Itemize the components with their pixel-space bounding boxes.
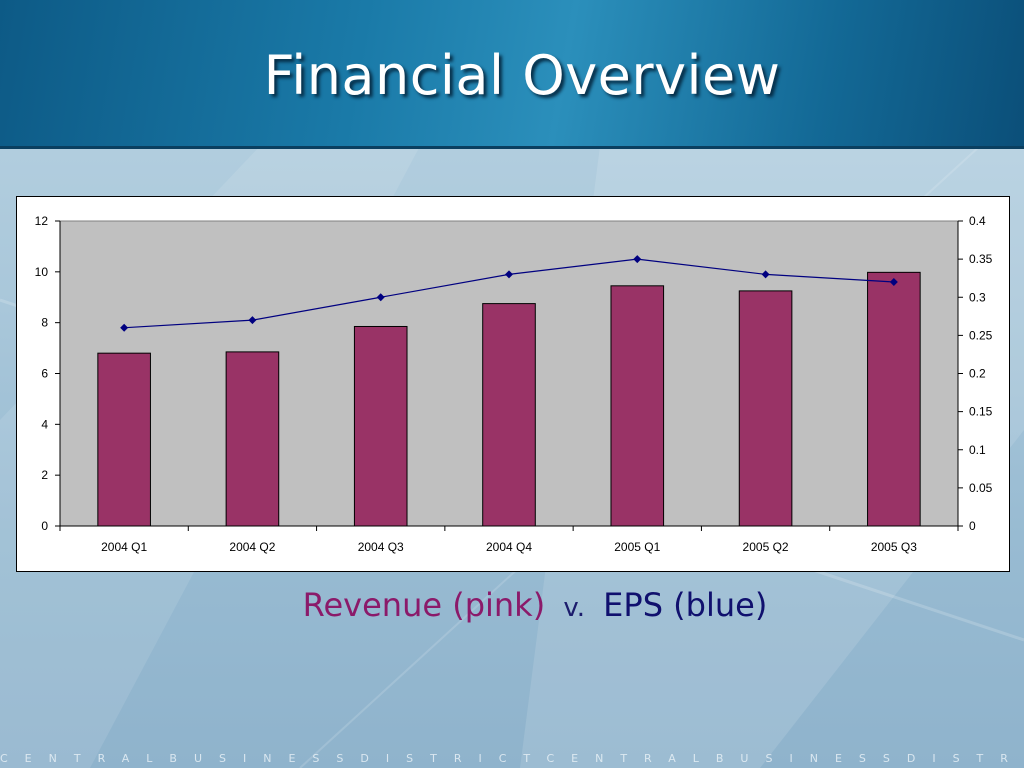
revenue-bar <box>225 351 280 527</box>
x-tick-label: 2005 Q1 <box>614 540 660 554</box>
x-tick-label: 2005 Q3 <box>871 540 917 554</box>
y-tick-label-right: 0.05 <box>969 481 993 495</box>
y-tick-label-right: 0 <box>969 519 976 533</box>
y-tick-label-left: 12 <box>35 214 49 228</box>
chart-container: 0 2 4 6 8 10 12 0 0.05 0.1 0.15 0.2 0.25 0.3 0.35 0.4 20… <box>16 196 1010 572</box>
x-tick-label: 2005 Q2 <box>743 540 789 554</box>
eps-caption: EPS (blue) <box>603 586 768 624</box>
revenue-bar <box>610 285 665 527</box>
eps-point <box>505 270 513 279</box>
y-tick-label-right: 0.35 <box>969 252 993 266</box>
y-tick-label-right: 0.3 <box>969 290 986 304</box>
y-tick-label-right: 0.25 <box>969 328 993 342</box>
x-tick-label: 2004 Q3 <box>358 540 404 554</box>
revenue-caption: Revenue (pink) <box>302 586 546 624</box>
revenue-bar <box>97 352 151 527</box>
eps-point <box>761 270 770 279</box>
revenue-bar <box>353 325 408 527</box>
eps-point <box>376 293 385 302</box>
revenue-bar <box>738 290 793 527</box>
revenue-bar <box>482 303 536 527</box>
revenue-bar <box>867 271 921 527</box>
y-tick-label-left: 0 <box>41 519 48 533</box>
footer-watermark: CENTRALBUSINESSDISTRICTCENTRALBUSINESSDI… <box>0 752 1024 765</box>
eps-point <box>633 255 642 264</box>
y-tick-label-right: 0.2 <box>969 367 986 381</box>
y-tick-label-right: 0.1 <box>969 443 986 457</box>
eps-point <box>248 316 257 325</box>
y-tick-label-left: 4 <box>41 417 48 431</box>
x-tick-label: 2004 Q1 <box>101 540 147 554</box>
y-tick-label-left: 6 <box>41 367 48 381</box>
revenue-eps-chart: 0 2 4 6 8 10 12 0 0.05 0.1 0.15 0.2 0.25 0.3 0.35 0.4 20… <box>35 214 993 554</box>
x-tick-label: 2004 Q4 <box>486 540 532 554</box>
x-tick-label: 2004 Q2 <box>229 540 275 554</box>
y-tick-label-left: 2 <box>41 468 48 482</box>
chart-caption: Revenue (pink) v. EPS (blue) <box>0 586 1024 624</box>
versus-caption: v. <box>563 593 585 623</box>
y-tick-label-right: 0.15 <box>969 405 993 419</box>
eps-point <box>889 278 898 286</box>
slide-title: Financial Overview <box>263 44 781 107</box>
y-tick-label-left: 10 <box>35 265 49 279</box>
y-tick-label-right: 0.4 <box>969 214 986 228</box>
eps-point <box>120 323 129 332</box>
y-tick-label-left: 8 <box>41 316 48 330</box>
title-bar <box>0 0 1024 149</box>
